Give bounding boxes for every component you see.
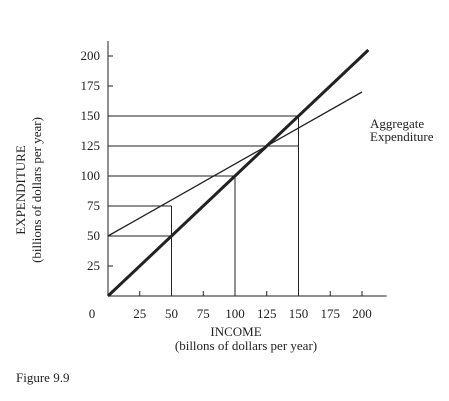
- series-label-line-2: Expenditure: [370, 129, 434, 144]
- reference-lines: [108, 115, 299, 296]
- figure-caption: Figure 9.9: [16, 370, 70, 385]
- x-tick-label: 75: [197, 306, 210, 321]
- x-axis-title: INCOME: [210, 324, 261, 339]
- y-tick-label: 25: [87, 258, 100, 273]
- y-tick-label: 175: [81, 78, 101, 93]
- y-tick-label: 125: [81, 138, 101, 153]
- y-tick-label: 75: [87, 198, 100, 213]
- x-tick-label: 150: [289, 306, 309, 321]
- aggregate-expenditure-line: [107, 91, 363, 237]
- origin-label: 0: [89, 306, 96, 321]
- x-tick-label: 200: [352, 306, 372, 321]
- x-tick-label: 175: [321, 306, 341, 321]
- x-tick-label: 125: [257, 306, 277, 321]
- y-tick-label: 150: [81, 108, 101, 123]
- forty-five-degree-line: [106, 48, 370, 298]
- series: [106, 48, 370, 298]
- x-tick-label: 100: [225, 306, 245, 321]
- y-tick-label: 200: [81, 48, 101, 63]
- y-tick-label: 50: [87, 228, 100, 243]
- y-axis-title: EXPENDITURE: [13, 145, 28, 235]
- series-label-line-1: Aggregate: [370, 116, 424, 131]
- x-tick-label: 25: [133, 306, 146, 321]
- y-axis-subtitle: (billions of dollars per year): [29, 117, 44, 263]
- y-tick-label: 100: [81, 168, 101, 183]
- axes: [107, 41, 387, 297]
- x-tick-label: 50: [165, 306, 178, 321]
- x-axis-subtitle: (billons of dollars per year): [175, 338, 317, 353]
- ticks: 25 50 75 100 125 150 175 200 25 50 75 100 125 150 175 2…: [81, 48, 372, 321]
